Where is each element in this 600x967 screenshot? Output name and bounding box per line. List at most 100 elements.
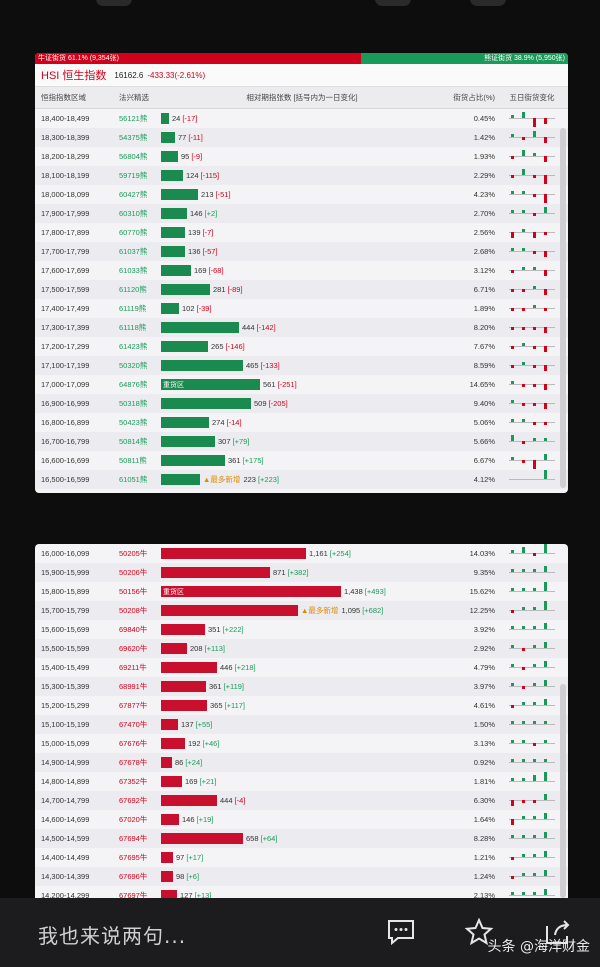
table-row[interactable]: 16,600-16,699 50811熊 361 [+175] 6.67% [35,451,568,470]
spark-bar [522,248,525,251]
warrant-code-link[interactable]: 67694牛 [119,834,148,843]
table-row[interactable]: 14,200-14,299 67697牛 127 [+13] 2.13% [35,886,568,898]
comment-input[interactable]: 我也来说两句... [38,924,187,948]
volume-value: 274 [212,418,225,427]
warrant-code-link[interactable]: 67877牛 [119,701,148,710]
table-row[interactable]: 15,200-15,299 67877牛 365 [+117] 4.61% [35,696,568,715]
table-row[interactable]: 16,000-16,099 50205牛 1,161 [+254] 14.03% [35,544,568,563]
warrant-code-link[interactable]: 67676牛 [119,739,148,748]
table-row[interactable]: 16,800-16,899 50423熊 274 [-14] 5.06% [35,413,568,432]
table-row[interactable]: 16,500-16,599 61051熊 ▲最多新增 223 [+223] 4.12% [35,470,568,489]
warrant-code-link[interactable]: 67696牛 [119,872,148,881]
volume-change: [+382] [287,568,309,577]
spark-bar [533,232,536,238]
table-row[interactable]: 17,700-17,799 61037熊 136 [-57] 2.68% [35,242,568,261]
table-row[interactable]: 17,300-17,399 61118熊 444 [-142] 8.20% [35,318,568,337]
table-row[interactable]: 15,000-15,099 67676牛 192 [+46] 3.13% [35,734,568,753]
scrollbar[interactable] [560,128,566,488]
volume-change: [-11] [188,133,203,142]
star-icon[interactable] [464,917,494,946]
table-row[interactable]: 18,300-18,399 54375熊 77 [-11] 1.42% [35,128,568,147]
table-row[interactable]: 15,900-15,999 50206牛 871 [+382] 9.35% [35,563,568,582]
table-row[interactable]: 15,700-15,799 50208牛 ▲最多新增 1,095 [+682] 12.25… [35,601,568,620]
warrant-code-link[interactable]: 67697牛 [119,891,148,898]
warrant-code-link[interactable]: 67020牛 [119,815,148,824]
warrant-code-link[interactable]: 60310熊 [119,209,148,218]
table-row[interactable]: 18,200-18,299 56804熊 95 [-9] 1.93% [35,147,568,166]
warrant-code-link[interactable]: 50156牛 [119,587,148,596]
table-row[interactable]: 14,500-14,599 67694牛 658 [+64] 8.28% [35,829,568,848]
warrant-code-link[interactable]: 50814熊 [119,437,148,446]
warrant-code-link[interactable]: 67470牛 [119,720,148,729]
range-cell: 16,800-16,899 [41,418,90,427]
table-row[interactable]: 16,900-16,999 50318熊 509 [-205] 9.40% [35,394,568,413]
warrant-code-link[interactable]: 61120熊 [119,285,147,294]
table-row[interactable]: 17,400-17,499 61119熊 102 [-39] 1.89% [35,299,568,318]
table-row[interactable]: 17,200-17,299 61423熊 265 [-146] 7.67% [35,337,568,356]
table-row[interactable]: 14,800-14,899 67352牛 169 [+21] 1.81% [35,772,568,791]
table-row[interactable]: 17,000-17,099 64876熊 重货区 561 [-251] 14.65% [35,375,568,394]
table-row[interactable]: 17,900-17,999 60310熊 146 [+2] 2.70% [35,204,568,223]
table-row[interactable]: 15,300-15,399 68991牛 361 [+119] 3.97% [35,677,568,696]
warrant-code-link[interactable]: 61033熊 [119,266,148,275]
table-row[interactable]: 17,100-17,199 50320熊 465 [-133] 8.59% [35,356,568,375]
warrant-code-link[interactable]: 61118熊 [119,323,147,332]
warrant-code-link[interactable]: 50318熊 [119,399,148,408]
warrant-code-link[interactable]: 64876熊 [119,380,148,389]
table-row[interactable]: 15,100-15,199 67470牛 137 [+55] 1.50% [35,715,568,734]
warrant-code-link[interactable]: 56804熊 [119,152,148,161]
table-row[interactable]: 16,700-16,799 50814熊 307 [+79] 5.66% [35,432,568,451]
comment-icon[interactable] [386,918,416,946]
table-row[interactable]: 15,400-15,499 69211牛 446 [+218] 4.79% [35,658,568,677]
warrant-code-link[interactable]: 50320熊 [119,361,148,370]
table-row[interactable]: 15,800-15,899 50156牛 重货区 1,438 [+493] 15.62% [35,582,568,601]
table-row[interactable]: 18,100-18,199 59719熊 124 [-115] 2.29% [35,166,568,185]
warrant-code-link[interactable]: 59719熊 [119,171,148,180]
table-row[interactable]: 15,600-15,699 69840牛 351 [+222] 3.92% [35,620,568,639]
table-row[interactable]: 15,500-15,599 69620牛 208 [+113] 2.92% [35,639,568,658]
warrant-code-link[interactable]: 60770熊 [119,228,148,237]
warrant-code-link[interactable]: 69620牛 [119,644,148,653]
spark-bar [533,286,536,289]
table-row[interactable]: 18,000-18,099 60427熊 213 [-51] 4.23% [35,185,568,204]
scrollbar[interactable] [560,684,566,898]
table-row[interactable]: 14,900-14,999 67678牛 86 [+24] 0.92% [35,753,568,772]
warrant-code-link[interactable]: 61051熊 [119,475,148,484]
share-icon[interactable] [543,918,573,946]
volume-bar-cell: 102 [-39] [161,303,443,314]
warrant-code-link[interactable]: 68991牛 [119,682,148,691]
volume-value: 351 [208,625,221,634]
warrant-code-link[interactable]: 69211牛 [119,663,147,672]
warrant-code-link[interactable]: 54375熊 [119,133,148,142]
range-cell: 15,900-15,999 [41,568,90,577]
table-row[interactable]: 14,400-14,499 67695牛 97 [+17] 1.21% [35,848,568,867]
five-day-sparkline [503,128,561,147]
table-row[interactable]: 17,800-17,899 60770熊 139 [-7] 2.56% [35,223,568,242]
warrant-code-link[interactable]: 69840牛 [119,625,148,634]
warrant-code-link[interactable]: 60427熊 [119,190,148,199]
warrant-code-link[interactable]: 61037熊 [119,247,148,256]
warrant-code-link[interactable]: 56121熊 [119,114,148,123]
warrant-code-link[interactable]: 67678牛 [119,758,148,767]
table-row[interactable]: 17,600-17,699 61033熊 169 [-68] 3.12% [35,261,568,280]
volume-change: [-89] [227,285,243,294]
table-row[interactable]: 14,300-14,399 67696牛 98 [+6] 1.24% [35,867,568,886]
warrant-code-link[interactable]: 67352牛 [119,777,148,786]
warrant-code-link[interactable]: 50205牛 [119,549,148,558]
table-row[interactable]: 18,400-18,499 56121熊 24 [-17] 0.45% [35,109,568,128]
warrant-code-link[interactable]: 67695牛 [119,853,148,862]
warrant-code-link[interactable]: 50423熊 [119,418,148,427]
warrant-code-link[interactable]: 61423熊 [119,342,148,351]
table-row[interactable]: 17,500-17,599 61120熊 281 [-89] 6.71% [35,280,568,299]
warrant-code-link[interactable]: 67692牛 [119,796,148,805]
table-row[interactable]: 14,700-14,799 67692牛 444 [-4] 6.30% [35,791,568,810]
warrant-code-link[interactable]: 61119熊 [119,304,147,313]
spark-bar [522,229,525,232]
warrant-code-link[interactable]: 50208牛 [119,606,148,615]
share-pct: 0.92% [473,758,495,767]
volume-value: 361 [209,682,222,691]
spark-bar [533,721,536,724]
warrant-code-link[interactable]: 50811熊 [119,456,147,465]
warrant-code-link[interactable]: 50206牛 [119,568,148,577]
table-row[interactable]: 14,600-14,699 67020牛 146 [+19] 1.64% [35,810,568,829]
